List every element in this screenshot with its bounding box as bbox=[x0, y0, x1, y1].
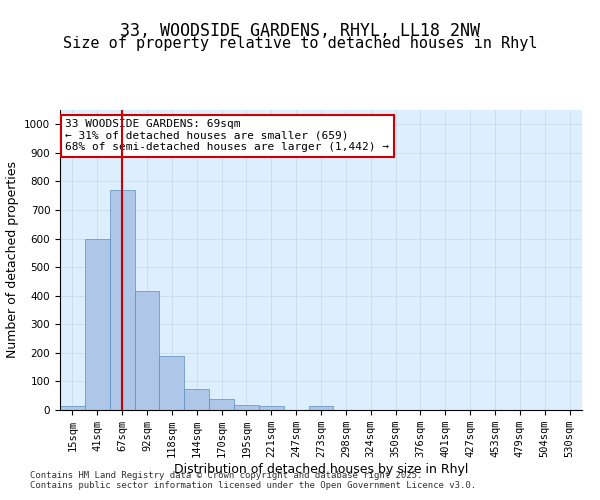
Bar bbox=[259, 406, 284, 410]
Bar bbox=[184, 388, 209, 410]
X-axis label: Distribution of detached houses by size in Rhyl: Distribution of detached houses by size … bbox=[174, 463, 468, 476]
Bar bbox=[308, 406, 334, 410]
Bar bbox=[110, 190, 134, 410]
Bar bbox=[85, 238, 110, 410]
Text: Size of property relative to detached houses in Rhyl: Size of property relative to detached ho… bbox=[63, 36, 537, 51]
Bar bbox=[209, 399, 234, 410]
Bar bbox=[160, 356, 184, 410]
Bar bbox=[134, 292, 160, 410]
Text: 33, WOODSIDE GARDENS, RHYL, LL18 2NW: 33, WOODSIDE GARDENS, RHYL, LL18 2NW bbox=[120, 22, 480, 40]
Bar bbox=[60, 406, 85, 410]
Y-axis label: Number of detached properties: Number of detached properties bbox=[5, 162, 19, 358]
Text: Contains HM Land Registry data © Crown copyright and database right 2025.
Contai: Contains HM Land Registry data © Crown c… bbox=[30, 470, 476, 490]
Bar bbox=[234, 405, 259, 410]
Text: 33 WOODSIDE GARDENS: 69sqm
← 31% of detached houses are smaller (659)
68% of sem: 33 WOODSIDE GARDENS: 69sqm ← 31% of deta… bbox=[65, 119, 389, 152]
